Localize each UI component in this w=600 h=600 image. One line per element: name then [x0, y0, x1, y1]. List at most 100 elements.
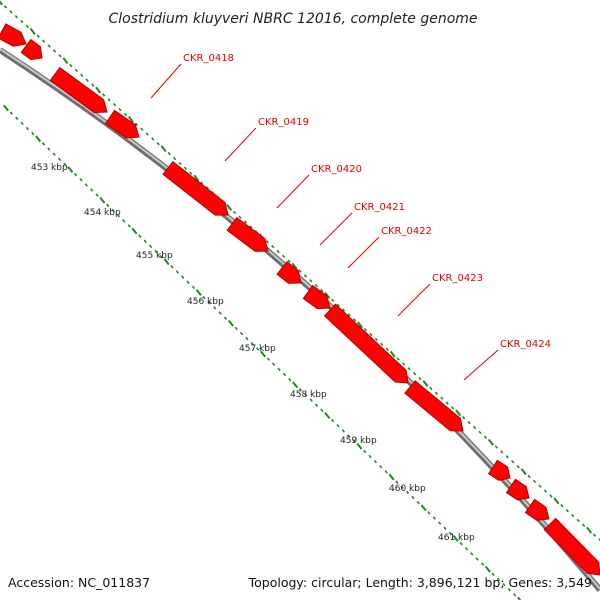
- kbp-scale-label: 458 kbp: [290, 390, 327, 400]
- gene-label[interactable]: CKR_0422: [381, 226, 432, 237]
- kbp-scale-label: 455 kbp: [136, 251, 173, 261]
- outer-tick-mark: [598, 538, 600, 542]
- outer-tick-mark: [127, 115, 134, 123]
- outer-tick-mark: [451, 406, 455, 410]
- inner-tick-mark: [245, 336, 249, 341]
- inner-tick-mark: [25, 126, 30, 131]
- inner-tick-mark: [411, 495, 415, 500]
- inner-tick-mark: [202, 295, 206, 300]
- inner-tick-mark: [491, 572, 495, 577]
- gene-arrow[interactable]: [49, 66, 108, 114]
- outer-tick-mark: [396, 357, 400, 361]
- inner-tick-mark: [148, 244, 153, 249]
- outer-tick-mark: [140, 127, 144, 131]
- gene-arrow[interactable]: [20, 38, 43, 61]
- gene-arrow[interactable]: [505, 478, 530, 501]
- gene-arrow[interactable]: [524, 498, 550, 521]
- accession-text: Accession: NC_011837: [8, 575, 150, 590]
- outer-tick-mark: [189, 171, 193, 175]
- gene-leader-line: [150, 63, 182, 99]
- gene-arrow[interactable]: [276, 261, 302, 284]
- inner-tick-mark: [63, 162, 67, 167]
- gene-arrow[interactable]: [302, 284, 331, 310]
- inner-tick-mark: [127, 224, 131, 228]
- gene-label[interactable]: CKR_0423: [432, 273, 483, 284]
- inner-tick-mark: [9, 111, 13, 115]
- inner-tick-mark: [159, 254, 163, 259]
- inner-tick-mark: [336, 424, 340, 428]
- outer-tick-mark: [445, 401, 449, 405]
- inner-tick-mark: [35, 135, 42, 143]
- outer-tick-mark: [369, 332, 373, 337]
- outer-tick-mark: [20, 19, 24, 24]
- gene-arrow[interactable]: [104, 109, 140, 139]
- inner-tick-mark: [213, 306, 217, 310]
- inner-tick-mark: [99, 196, 106, 204]
- inner-tick-mark: [507, 588, 511, 592]
- outer-tick-mark: [303, 274, 308, 278]
- gene-arrow[interactable]: [323, 303, 409, 384]
- outer-tick-mark: [440, 396, 444, 400]
- kbp-scale-label: 456 kbp: [187, 297, 224, 307]
- inner-tick-mark: [347, 434, 351, 438]
- inner-tick-mark: [395, 480, 399, 484]
- outer-tick-mark: [483, 435, 488, 440]
- gene-label[interactable]: CKR_0418: [183, 53, 234, 64]
- outer-tick-mark: [320, 288, 324, 293]
- outer-tick-mark: [412, 371, 417, 376]
- inner-tick-mark: [475, 557, 479, 561]
- gene-label[interactable]: CKR_0420: [311, 164, 362, 175]
- outer-tick-mark: [500, 450, 504, 454]
- gene-arrow[interactable]: [162, 161, 229, 216]
- outer-tick-mark: [549, 494, 553, 498]
- map-title: Clostridium kluyveri NBRC 12016, complet…: [108, 11, 477, 27]
- kbp-scale-label: 457 kbp: [239, 344, 276, 354]
- genome-summary-text: Topology: circular; Length: 3,896,121 bp…: [248, 575, 592, 590]
- gene-arrow[interactable]: [0, 23, 27, 47]
- outer-tick-mark: [193, 174, 200, 182]
- inner-tick-mark: [175, 270, 179, 274]
- inner-tick-mark: [191, 285, 196, 290]
- gene-arrow[interactable]: [226, 216, 269, 252]
- inner-tick-mark: [122, 219, 126, 223]
- outer-tick-mark: [472, 425, 477, 430]
- gene-leader-line: [319, 212, 353, 246]
- outer-tick-mark: [385, 347, 389, 351]
- inner-tick-mark: [314, 403, 319, 407]
- outer-tick-mark: [107, 98, 111, 102]
- outer-tick-mark: [145, 132, 149, 136]
- outer-tick-mark: [265, 239, 269, 244]
- inner-tick-mark: [131, 227, 138, 235]
- inner-tick-mark: [223, 316, 228, 320]
- outer-tick-mark: [553, 497, 560, 505]
- inner-tick-mark: [356, 442, 363, 450]
- gene-label[interactable]: CKR_0419: [258, 117, 309, 128]
- outer-tick-mark: [314, 283, 318, 288]
- outer-tick-mark: [151, 137, 155, 141]
- outer-tick-mark: [52, 49, 57, 53]
- inner-tick-mark: [438, 521, 442, 525]
- gene-label[interactable]: CKR_0424: [500, 339, 551, 350]
- outer-tick-mark: [429, 386, 433, 391]
- inner-tick-mark: [272, 362, 276, 366]
- inner-tick-mark: [496, 577, 501, 582]
- outer-tick-mark: [455, 409, 462, 417]
- inner-tick-mark: [218, 311, 222, 315]
- gene-label[interactable]: CKR_0421: [354, 202, 405, 213]
- kbp-scale-label: 459 kbp: [340, 436, 377, 446]
- outer-tick-mark: [527, 474, 531, 479]
- gene-leader-line: [224, 127, 257, 162]
- inner-tick-mark: [170, 265, 174, 269]
- gene-arrow[interactable]: [404, 380, 464, 432]
- inner-tick-mark: [513, 593, 517, 597]
- inner-tick-mark: [239, 331, 244, 336]
- inner-tick-mark: [250, 342, 254, 346]
- outer-tick-mark: [85, 78, 89, 82]
- gene-arrow[interactable]: [487, 459, 511, 481]
- outer-tick-mark: [102, 93, 106, 97]
- inner-tick-mark: [52, 152, 56, 156]
- inner-tick-mark: [163, 258, 170, 266]
- outer-tick-mark: [462, 416, 466, 420]
- gene-arrow[interactable]: [543, 517, 600, 576]
